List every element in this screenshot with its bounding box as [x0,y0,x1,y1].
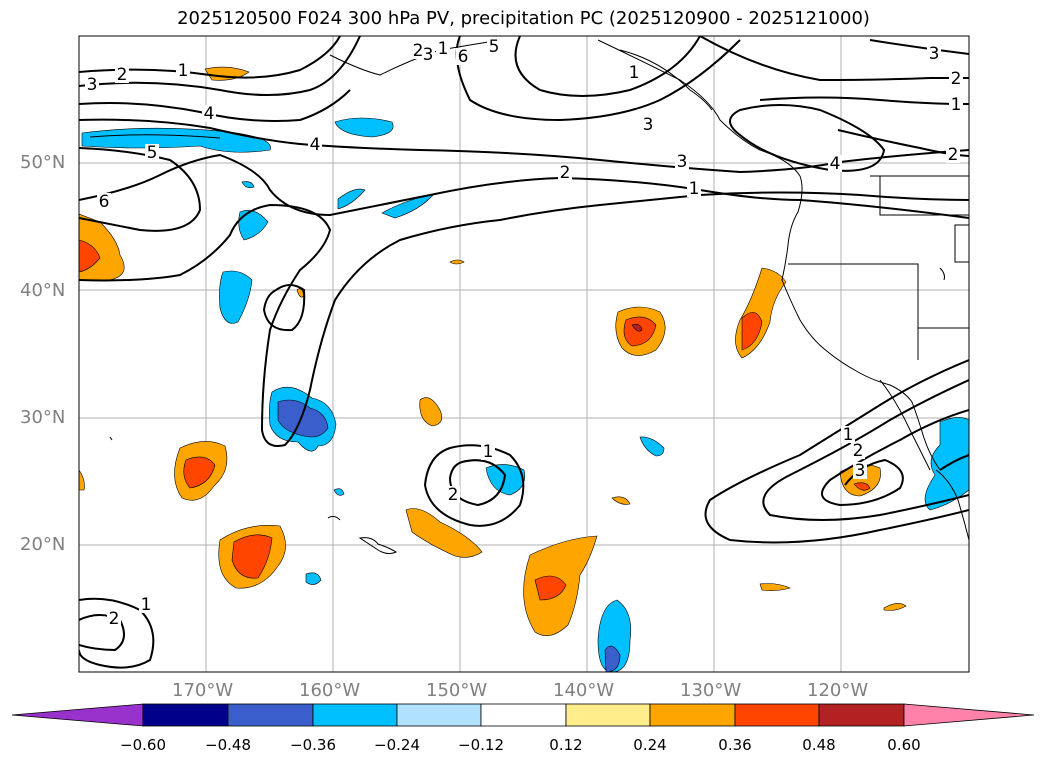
contour-label: 4 [310,135,321,155]
contour-label-halo [176,62,190,79]
colorbar-cell [227,703,314,727]
colorbar-cell [396,703,482,727]
contour-label-halo [949,96,963,113]
lon-label: 120°W [807,680,869,701]
map-frame [78,35,970,673]
contour-label-halo [202,105,216,122]
colorbar-tick-label: −0.24 [374,736,420,754]
contour-label-halo [107,610,121,627]
lat-label: 50°N [20,152,66,173]
contour-label-halo [946,146,960,163]
contour-label: 3 [677,152,688,172]
contour-label: 1 [178,61,189,81]
colorbar-cell [480,703,567,727]
contour-label: 4 [830,154,841,174]
precip-negative-areas [81,117,969,672]
lon-label: 130°W [680,680,742,701]
contour-label-halo [481,443,495,460]
contour-label: 2 [413,41,424,61]
colorbar-cell [312,703,398,727]
contour-label: 2 [948,145,959,165]
contour-label: 1 [438,39,449,59]
contour-label-halo [641,116,655,133]
contour-label: 6 [458,47,469,67]
colorbar-tick-label: 0.48 [802,736,836,754]
contour-label-halo [851,442,865,459]
lon-label: 140°W [553,680,615,701]
contour-label: 2 [951,69,962,89]
contour-label-halo [828,155,842,172]
contour-label-halo [487,38,501,55]
colorbar-extend-low [11,703,144,727]
lat-label: 40°N [20,280,66,301]
contour-label: 1 [141,595,152,615]
contour-label-halo [841,426,855,443]
colorbar-tick-label: 0.60 [887,736,921,754]
contour-label-halo [97,193,111,210]
contour-label: 2 [448,485,459,505]
colorbar-tick-label: −0.60 [120,736,166,754]
contour-label-halo [115,66,129,83]
contour-label-halo [456,48,470,65]
colorbar-cell [734,703,820,727]
contour-label: 6 [99,192,110,212]
lon-label: 170°W [172,680,234,701]
contour-label-halo [436,40,450,57]
contour-label-halo [687,180,701,197]
contour-label: 5 [489,37,500,57]
contour-labels: 1 2 3 4 5 6 1 2 3 4 5 6 1 3 1 2 3 4 3 2 … [85,37,963,629]
contour-label: 1 [689,179,700,199]
contour-label-halo [446,486,460,503]
contour-label-halo [421,46,435,63]
colorbar-tick-label: −0.36 [290,736,336,754]
contour-label: 2 [109,609,120,629]
colorbar-tick-label: −0.12 [458,736,504,754]
contour-label: 2 [853,441,864,461]
contour-label: 3 [929,44,940,64]
map-title: 2025120500 F024 300 hPa PV, precipitatio… [177,8,870,29]
contour-label: 3 [643,115,654,135]
colorbar [11,703,1035,727]
contour-label: 3 [423,45,434,65]
contour-label: 1 [629,63,640,83]
colorbar-cell [818,703,905,727]
contour-label-halo [853,462,867,479]
colorbar-tick-label: 0.24 [633,736,667,754]
contour-label-halo [139,596,153,613]
contour-label: 2 [117,65,128,85]
lon-label: 160°W [299,680,361,701]
lat-label: 20°N [20,534,66,555]
gridlines [79,36,969,672]
contour-label-halo [308,136,322,153]
contour-label: 3 [87,75,98,95]
colorbar-cell [565,703,651,727]
contour-label-halo [85,76,99,93]
lon-label: 150°W [426,680,488,701]
contour-label-halo [949,70,963,87]
contour-label-halo [927,45,941,62]
colorbar-cell [142,703,229,727]
lat-label: 30°N [20,407,66,428]
colorbar-cell [649,703,736,727]
colorbar-tick-label: 0.36 [718,736,752,754]
contour-label: 1 [843,425,854,445]
colorbar-extend-high [903,703,1035,727]
coastlines [89,39,969,555]
colorbar-tick-label: −0.48 [205,736,251,754]
contour-label: 5 [147,143,158,163]
contour-label: 1 [951,95,962,115]
contour-label: 4 [204,104,215,124]
contour-label-halo [675,153,689,170]
contour-label-halo [627,64,641,81]
colorbar-tick-label: 0.12 [549,736,583,754]
contour-label: 1 [483,442,494,462]
precip-positive-areas [79,66,907,637]
contour-label-halo [558,164,572,181]
contour-label-halo [145,144,159,161]
contour-label: 3 [855,461,866,481]
contour-label: 2 [560,163,571,183]
